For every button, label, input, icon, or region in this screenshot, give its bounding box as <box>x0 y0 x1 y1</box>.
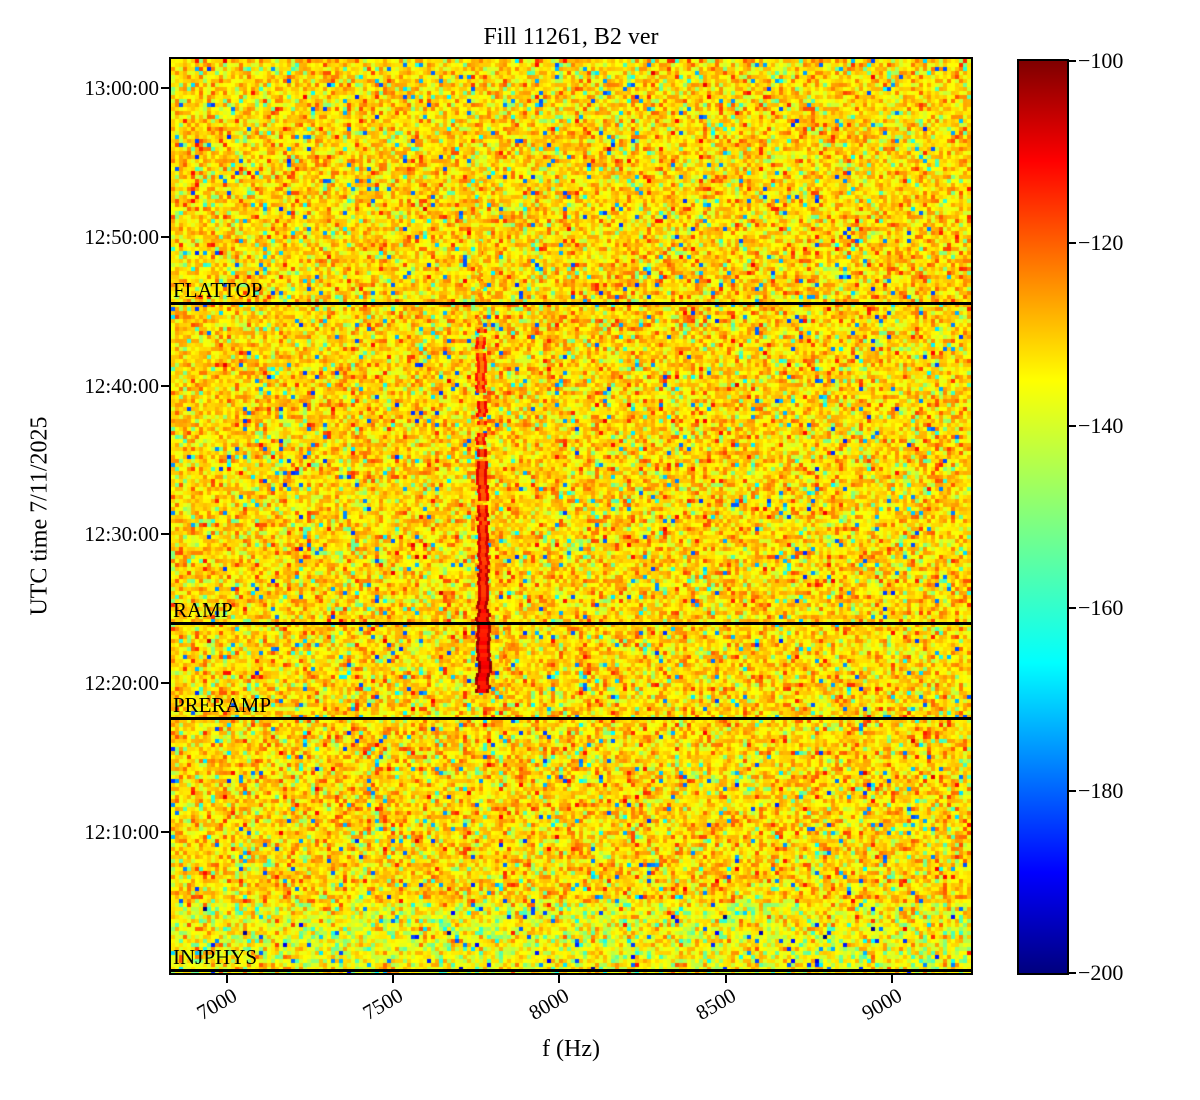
y-tick-mark <box>161 384 169 387</box>
colorbar-tick-mark <box>1069 607 1076 610</box>
x-tick-label: 7000 <box>192 983 241 1025</box>
colorbar-tick-label: −180 <box>1078 777 1124 803</box>
x-tick-label: 8500 <box>691 983 740 1025</box>
colorbar-tick-mark <box>1069 242 1076 245</box>
x-tick-label: 9000 <box>857 983 906 1025</box>
colorbar-tick-label: −120 <box>1078 230 1124 256</box>
x-tick-mark <box>724 975 727 983</box>
phase-label-flattop: FLATTOP <box>173 277 263 302</box>
colorbar-tick-label: −100 <box>1078 48 1124 73</box>
phase-line-flattop <box>171 301 971 305</box>
phase-label-injphys: INJPHYS <box>173 945 258 969</box>
colorbar-tick-label: −160 <box>1078 595 1124 621</box>
colorbar-tick-mark <box>1069 424 1076 427</box>
x-tick-mark <box>890 975 893 983</box>
y-tick-mark <box>161 682 169 685</box>
phase-line-preramp <box>171 716 971 720</box>
phase-label-preramp: PRERAMP <box>173 692 272 717</box>
plot-title: Fill 11261, B2 ver <box>483 24 659 50</box>
phase-line-ramp <box>171 621 971 625</box>
x-tick-label: 7500 <box>358 983 408 1025</box>
spectrogram-plot-area: FLATTOP RAMP PRERAMP INJPHYS <box>169 57 973 975</box>
y-tick-label: 12:40:00 <box>84 373 159 398</box>
y-tick-label: 12:20:00 <box>84 671 159 696</box>
y-tick-mark <box>161 830 169 833</box>
x-tick-mark <box>558 975 561 983</box>
colorbar <box>1017 59 1069 975</box>
colorbar-tick-label: −200 <box>1078 960 1124 985</box>
y-axis-label: UTC time 7/11/2025 <box>26 416 53 616</box>
colorbar-tick-mark <box>1069 972 1076 974</box>
y-tick-label: 12:10:00 <box>84 819 159 844</box>
y-tick-mark <box>161 533 169 536</box>
y-tick-label: 12:30:00 <box>84 522 159 547</box>
y-tick-label: 13:00:00 <box>84 76 159 100</box>
phase-label-ramp: RAMP <box>173 597 233 622</box>
x-axis-label: f (Hz) <box>542 1036 600 1062</box>
colorbar-tick-mark <box>1069 789 1076 792</box>
y-tick-mark <box>161 235 169 238</box>
x-tick-mark <box>225 975 228 983</box>
y-tick-label: 12:50:00 <box>84 224 159 249</box>
colorbar-tick-mark <box>1069 60 1076 62</box>
colorbar-tick-label: −140 <box>1078 412 1124 438</box>
spectrogram-canvas <box>171 59 971 973</box>
y-tick-mark <box>161 87 169 89</box>
x-tick-mark <box>392 975 395 983</box>
phase-line-injphys <box>171 969 971 972</box>
x-tick-label: 8000 <box>524 983 574 1025</box>
